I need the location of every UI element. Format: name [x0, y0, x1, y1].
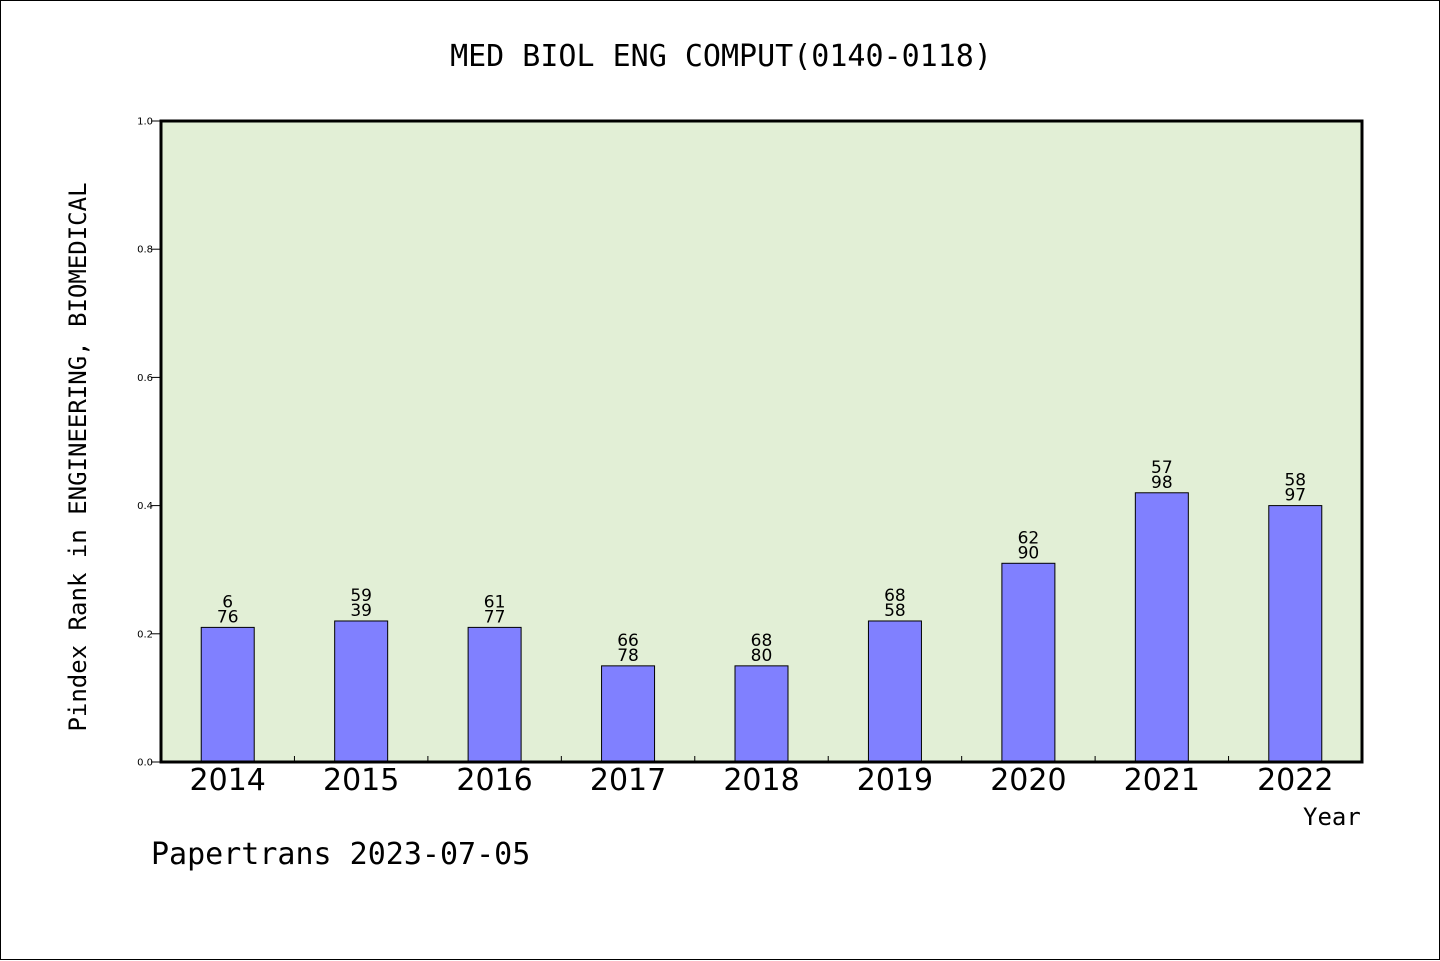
- bar-label-bottom: 39: [350, 601, 372, 621]
- x-tick-label: 2021: [1124, 763, 1200, 798]
- bar-label-top: 57: [1151, 458, 1173, 478]
- chart-title: MED BIOL ENG COMPUT(0140-0118): [450, 39, 992, 74]
- x-tick-label: 2017: [590, 763, 666, 798]
- y-tick-label: 0.6: [137, 373, 153, 384]
- y-tick-label: 1.0: [137, 117, 153, 128]
- bar-label-top: 66: [617, 631, 639, 651]
- bar-label-bottom: 90: [1018, 543, 1040, 563]
- bar-label-top: 6: [222, 592, 233, 612]
- plot-border: [159, 119, 1364, 764]
- x-tick-label: 2020: [990, 763, 1066, 798]
- bar-label-top: 61: [484, 592, 506, 612]
- bar-label-bottom: 78: [617, 646, 639, 666]
- bar-2014: [200, 626, 255, 763]
- x-tick-label: 2015: [323, 763, 399, 798]
- x-tick-label: 2014: [190, 763, 266, 798]
- bar-2020: [1001, 562, 1056, 763]
- bar-2021: [1134, 492, 1189, 763]
- x-tick-label: 2016: [456, 763, 532, 798]
- bar-2017: [601, 665, 656, 763]
- y-tick-label: 0.8: [137, 245, 153, 256]
- bar-label-bottom: 76: [217, 607, 239, 627]
- bar-2018: [734, 665, 789, 763]
- bar-label-bottom: 98: [1151, 473, 1173, 493]
- bar-label-top: 68: [884, 586, 906, 606]
- y-tick-label: 0.4: [137, 501, 153, 512]
- bar-label-bottom: 80: [751, 646, 773, 666]
- y-tick-label: 0.2: [137, 629, 153, 640]
- y-tick-label: 0.0: [137, 758, 153, 769]
- bar-label-bottom: 58: [884, 601, 906, 621]
- bar-label-top: 58: [1284, 471, 1306, 491]
- bar-2015: [334, 620, 389, 763]
- x-tick-label: 2019: [857, 763, 933, 798]
- footer-credit: Papertrans 2023-07-05: [151, 837, 531, 872]
- bar-label-top: 59: [350, 586, 372, 606]
- bar-2016: [467, 626, 522, 763]
- x-axis-label: Year: [1303, 803, 1361, 831]
- bar-2019: [867, 620, 922, 763]
- bar-label-top: 62: [1018, 528, 1040, 548]
- bar-2022: [1268, 505, 1323, 763]
- x-tick-label: 2022: [1257, 763, 1333, 798]
- bar-label-bottom: 77: [484, 607, 506, 627]
- bar-label-bottom: 97: [1284, 486, 1306, 506]
- bar-label-top: 68: [751, 631, 773, 651]
- x-tick-label: 2018: [723, 763, 799, 798]
